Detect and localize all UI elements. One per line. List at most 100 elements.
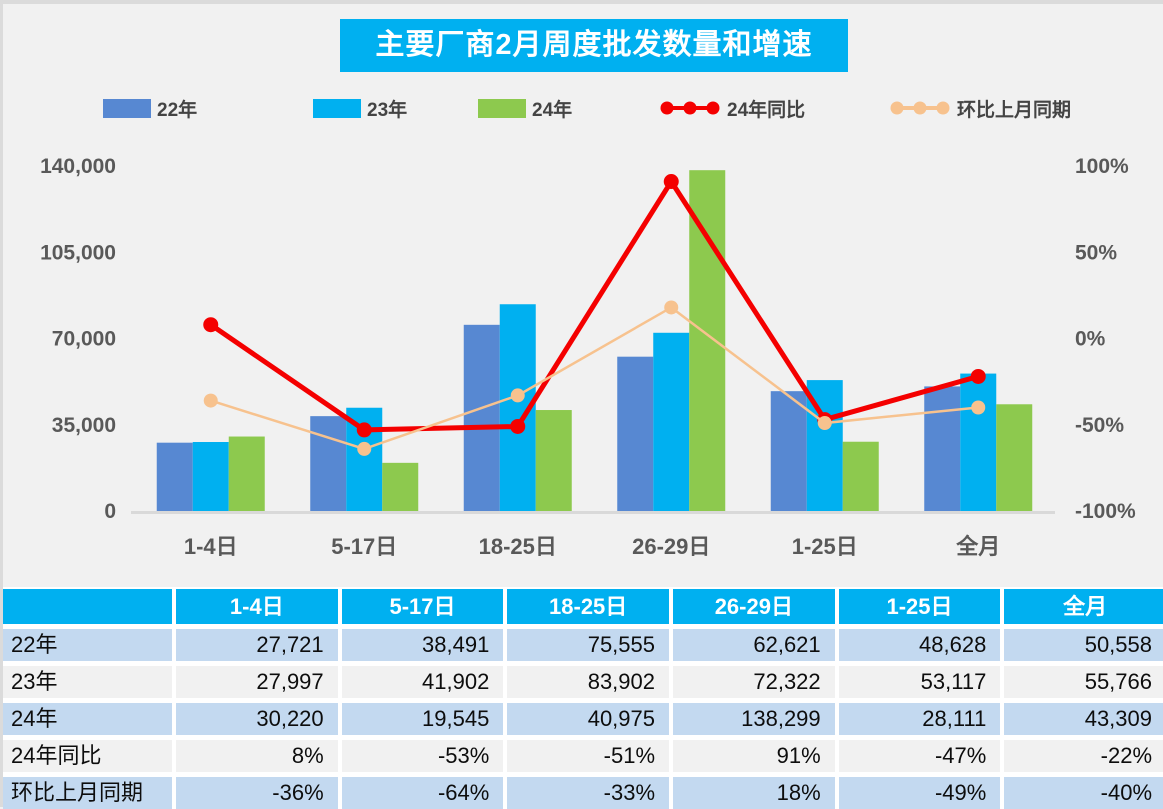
- legend-swatch-23year: [313, 98, 361, 118]
- table-cell: -51%: [507, 740, 669, 772]
- legend-swatch-mom-line: [889, 100, 951, 116]
- legend-label-yoy: 24年同比: [727, 99, 806, 121]
- table-header-cell-5-17: 5-17日: [341, 589, 504, 624]
- table-cell: 48,628: [838, 629, 1001, 661]
- line-24年同比: [209, 176, 979, 433]
- legend-item-mom[interactable]: 环比上月同期: [889, 96, 1072, 121]
- table-cell: -40%: [1004, 777, 1163, 809]
- table-row-label-23year: 23年: [3, 666, 172, 698]
- x-axis-label-18-25日: 18-25日: [479, 534, 557, 559]
- table-header-cell: [3, 589, 172, 624]
- table-header-cell-1-25: 1-25日: [838, 589, 1001, 624]
- legend-item-yoy[interactable]: 24年同比: [659, 96, 806, 121]
- legend-swatch-yoy-line: [659, 100, 721, 116]
- table-cell: 55,766: [1004, 666, 1163, 698]
- bar-23年-26-29日: [653, 332, 690, 511]
- legend-item-23year[interactable]: 23年: [313, 96, 407, 121]
- table-cell: -33%: [507, 777, 669, 809]
- legend-swatch-24year: [478, 98, 526, 118]
- table-cell: 91%: [673, 740, 835, 772]
- bar-23年-1-4日: [192, 442, 229, 511]
- bar-24年-5-17日: [382, 462, 419, 511]
- legend-swatch-22year: [103, 98, 151, 118]
- left-axis-tick: 70,000: [52, 328, 116, 351]
- marker-环比上月同期-1-4日: [203, 393, 218, 408]
- legend-item-22year[interactable]: 22年: [103, 96, 198, 121]
- left-axis-tick: 0: [104, 500, 116, 523]
- table-row-label-mom: 环比上月同期: [3, 777, 172, 809]
- table-cell: 40,975: [507, 703, 669, 735]
- marker-24年同比-1-4日: [203, 317, 219, 333]
- table-row-label-24year: 24年: [3, 703, 172, 735]
- legend-item-24year[interactable]: 24年: [478, 96, 573, 121]
- table-cell: 50,558: [1004, 629, 1163, 661]
- bar-24年-1-4日: [228, 436, 265, 511]
- table-cell: 72,322: [673, 666, 835, 698]
- right-axis-tick: 100%: [1075, 155, 1129, 178]
- table-cell: 138,299: [673, 703, 835, 735]
- table-cell: 53,117: [838, 666, 1001, 698]
- marker-24年同比-18-25日: [510, 418, 526, 434]
- table-cell: 27,997: [176, 666, 338, 698]
- bar-22年-1-4日: [156, 442, 193, 511]
- table-cell: -22%: [1004, 740, 1163, 772]
- bar-22年-18-25日: [463, 324, 500, 511]
- table-cell: 19,545: [341, 703, 504, 735]
- table-cell: 62,621: [673, 629, 835, 661]
- chart-title: 主要厂商2月周度批发数量和增速: [340, 19, 848, 72]
- bar-22年-26-29日: [617, 356, 654, 511]
- bar-24年-18-25日: [535, 410, 572, 511]
- combo-chart: 0 35,000 70,000 105,000 140,000 -100% -50% 0% 50…: [40, 155, 1136, 559]
- legend-label-22year: 22年: [157, 99, 198, 121]
- right-axis-tick: 0%: [1075, 328, 1106, 351]
- table-cell: -49%: [838, 777, 1001, 809]
- table-cell: 41,902: [341, 666, 504, 698]
- bar-23年-全月: [960, 373, 997, 511]
- table-cell: -53%: [341, 740, 504, 772]
- table-cell: 28,111: [838, 703, 1001, 735]
- table-header-cell-26-29: 26-29日: [673, 589, 835, 624]
- marker-环比上月同期-5-17日: [357, 441, 372, 456]
- table-cell: 75,555: [507, 629, 669, 661]
- table-header-cell-1-4: 1-4日: [176, 589, 338, 624]
- right-axis-tick: 50%: [1075, 241, 1117, 264]
- table-cell: -36%: [176, 777, 338, 809]
- x-axis-label-1-4日: 1-4日: [184, 534, 238, 559]
- bar-22年-5-17日: [310, 416, 347, 511]
- bar-24年-26-29日: [689, 170, 726, 511]
- left-axis-tick: 105,000: [40, 241, 116, 264]
- legend-label-24year: 24年: [532, 99, 573, 121]
- legend-label-mom: 环比上月同期: [957, 99, 1072, 121]
- right-axis-tick: -50%: [1075, 414, 1124, 437]
- table-cell: 83,902: [507, 666, 669, 698]
- bar-22年-1-25日: [770, 391, 807, 511]
- marker-环比上月同期-18-25日: [510, 388, 525, 403]
- table-cell: 18%: [673, 777, 835, 809]
- table-header-cell-18-25: 18-25日: [507, 589, 669, 624]
- marker-24年同比-5-17日: [356, 422, 372, 438]
- x-axis-label-全月: 全月: [955, 534, 1000, 559]
- line-环比上月同期: [210, 305, 979, 451]
- left-axis-tick: 140,000: [40, 155, 116, 178]
- bar-24年-全月: [996, 404, 1033, 511]
- marker-24年同比-全月: [970, 368, 986, 384]
- table-cell: -64%: [341, 777, 504, 809]
- table-row-label-22year: 22年: [3, 629, 172, 661]
- table-cell: -47%: [838, 740, 1001, 772]
- table-header-cell-month: 全月: [1004, 589, 1163, 624]
- left-axis-tick: 35,000: [52, 414, 116, 437]
- x-axis-label-1-25日: 1-25日: [792, 534, 858, 559]
- bar-24年-1-25日: [842, 441, 879, 511]
- table-cell: 27,721: [176, 629, 338, 661]
- marker-环比上月同期-1-25日: [817, 416, 832, 431]
- x-axis-label-26-29日: 26-29日: [632, 534, 710, 559]
- table-cell: 43,309: [1004, 703, 1163, 735]
- table-cell: 8%: [176, 740, 338, 772]
- data-table: 1-4日 5-17日 18-25日 26-29日 1-25日 全月 22年 27…: [3, 587, 1163, 809]
- marker-24年同比-26-29日: [663, 174, 679, 190]
- table-row-label-yoy: 24年同比: [3, 740, 172, 772]
- x-axis-label-5-17日: 5-17日: [331, 534, 397, 559]
- marker-环比上月同期-26-29日: [664, 300, 679, 315]
- bar-22年-全月: [924, 386, 961, 511]
